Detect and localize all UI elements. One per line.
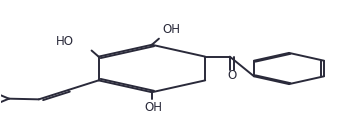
Text: OH: OH bbox=[145, 101, 163, 114]
Text: O: O bbox=[227, 69, 236, 82]
Text: HO: HO bbox=[56, 35, 74, 48]
Text: OH: OH bbox=[162, 23, 180, 36]
